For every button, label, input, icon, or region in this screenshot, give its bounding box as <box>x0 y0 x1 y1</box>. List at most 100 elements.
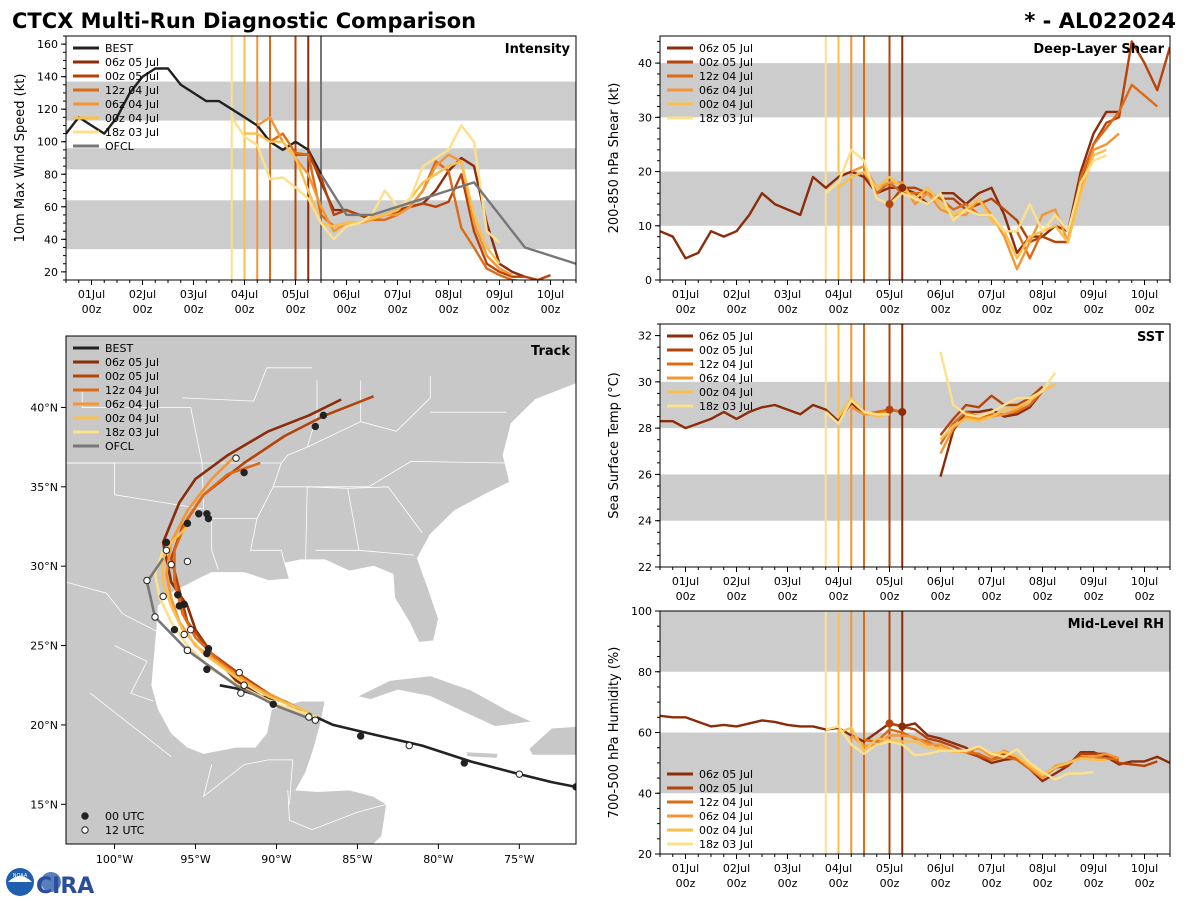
x-tick-label: 08Jul <box>1029 575 1056 588</box>
x-tick-sublabel: 00z <box>235 303 255 316</box>
track-line-06z-04-jul <box>165 454 302 711</box>
x-tick-label: 07Jul <box>978 288 1005 301</box>
logo-group: NOAA CIRA <box>6 868 94 899</box>
x-tick-label: 10Jul <box>1131 862 1158 875</box>
track-point-12utc <box>305 713 313 721</box>
x-tick-sublabel: 00z <box>778 303 798 316</box>
x-tick-label: 05Jul <box>282 288 309 301</box>
x-tick-label: 03Jul <box>774 288 801 301</box>
x-tick-sublabel: 00z <box>931 303 951 316</box>
track-point-12utc <box>186 625 195 634</box>
y-tick-label: 26 <box>638 468 652 481</box>
x-tick-label: 08Jul <box>1029 288 1056 301</box>
legend-label: OFCL <box>105 140 135 153</box>
state-border <box>182 397 254 402</box>
jamaica-land <box>465 751 499 759</box>
legend-label: 00z 05 Jul <box>699 344 753 357</box>
x-tick-sublabel: 00z <box>1033 590 1053 603</box>
state-border <box>358 549 415 556</box>
x-tick-label: 10Jul <box>1131 288 1158 301</box>
series-line-ofcl <box>319 173 576 265</box>
panel-title: Intensity <box>505 42 571 57</box>
x-tick-sublabel: 00z <box>778 590 798 603</box>
x-tick-label: 04Jul <box>231 288 258 301</box>
state-border <box>273 460 505 488</box>
track-point-00utc <box>174 591 182 599</box>
x-tick-label: 10Jul <box>537 288 564 301</box>
x-tick-label: 05Jul <box>876 288 903 301</box>
x-tick-sublabel: 00z <box>388 303 408 316</box>
y-tick-label: 80 <box>638 666 652 679</box>
legend-label: 06z 05 Jul <box>105 356 159 369</box>
y-tick-label: 30 <box>638 376 652 389</box>
lat-tick-label: 15°N <box>30 798 58 811</box>
track-point-12utc <box>237 689 245 697</box>
state-border <box>347 486 423 534</box>
track-point-12utc <box>159 592 167 601</box>
track-point-00utc <box>203 649 211 658</box>
x-tick-sublabel: 00z <box>1033 877 1053 890</box>
series-line-00z-05-jul <box>295 153 551 280</box>
legend-label: 06z 04 Jul <box>105 398 159 411</box>
legend-label: 00z 05 Jul <box>105 70 159 83</box>
x-tick-label: 06Jul <box>927 575 954 588</box>
x-tick-label: 09Jul <box>1080 862 1107 875</box>
x-tick-label: 02Jul <box>723 862 750 875</box>
legend-label: 12z 04 Jul <box>105 84 159 97</box>
x-tick-label: 04Jul <box>825 288 852 301</box>
x-tick-label: 04Jul <box>825 862 852 875</box>
legend-label: BEST <box>105 342 133 355</box>
y-tick-label: 100 <box>631 605 652 618</box>
legend-label: 12z 04 Jul <box>699 796 753 809</box>
legend-label: BEST <box>105 42 133 55</box>
marker-legend-label: 00 UTC <box>105 810 145 823</box>
threshold-band <box>660 474 1170 521</box>
x-tick-label: 03Jul <box>180 288 207 301</box>
panels-layer: 2040608010012014016001Jul00z02Jul00z03Ju… <box>13 35 1171 890</box>
x-tick-label: 08Jul <box>1029 862 1056 875</box>
x-tick-label: 01Jul <box>78 288 105 301</box>
legend-label: 12z 04 Jul <box>699 70 753 83</box>
panel-title: Deep-Layer Shear <box>1033 42 1164 57</box>
lat-tick-label: 25°N <box>30 640 58 653</box>
threshold-band <box>660 63 1170 118</box>
x-tick-sublabel: 00z <box>133 303 153 316</box>
mexico-state-border <box>114 645 154 702</box>
panel-title: Track <box>531 344 570 359</box>
x-tick-label: 02Jul <box>129 288 156 301</box>
y-tick-label: 30 <box>638 111 652 124</box>
init-marker <box>885 200 894 209</box>
state-border <box>81 391 183 408</box>
track-point-12utc <box>151 613 159 621</box>
track-point-00utc <box>195 510 203 518</box>
legend-label: 06z 05 Jul <box>699 42 753 55</box>
track-point-00utc <box>170 625 179 634</box>
y-tick-label: 20 <box>638 166 652 179</box>
track-point-12utc <box>143 576 151 585</box>
y-tick-label: 120 <box>37 103 58 116</box>
mexico-state-border <box>90 692 172 758</box>
y-tick-label: 20 <box>44 266 58 279</box>
x-tick-sublabel: 00z <box>1135 303 1155 316</box>
panel-track: 100°W 95°W 90°W 85°W 80°W 75°W 15°N 20°N 25°N 30°… <box>30 335 577 866</box>
y-tick-label: 10 <box>638 220 652 233</box>
state-border <box>253 367 313 402</box>
state-border <box>182 406 203 464</box>
legend-label: 00z 04 Jul <box>699 386 753 399</box>
legend-label: 18z 03 Jul <box>105 426 159 439</box>
x-tick-sublabel: 00z <box>82 303 102 316</box>
track-point-12utc <box>515 770 524 778</box>
series-line-18z-03-jul <box>825 725 1094 781</box>
y-axis-label: 10m Max Wind Speed (kt) <box>13 74 28 243</box>
y-tick-label: 80 <box>44 168 58 181</box>
series-line-12z-04-jul <box>939 390 1044 445</box>
legend-label: 18z 03 Jul <box>105 126 159 139</box>
x-tick-sublabel: 00z <box>439 303 459 316</box>
plot-area-rh <box>660 611 1170 854</box>
init-marker <box>898 722 907 731</box>
legend-label: 00z 04 Jul <box>699 98 753 111</box>
